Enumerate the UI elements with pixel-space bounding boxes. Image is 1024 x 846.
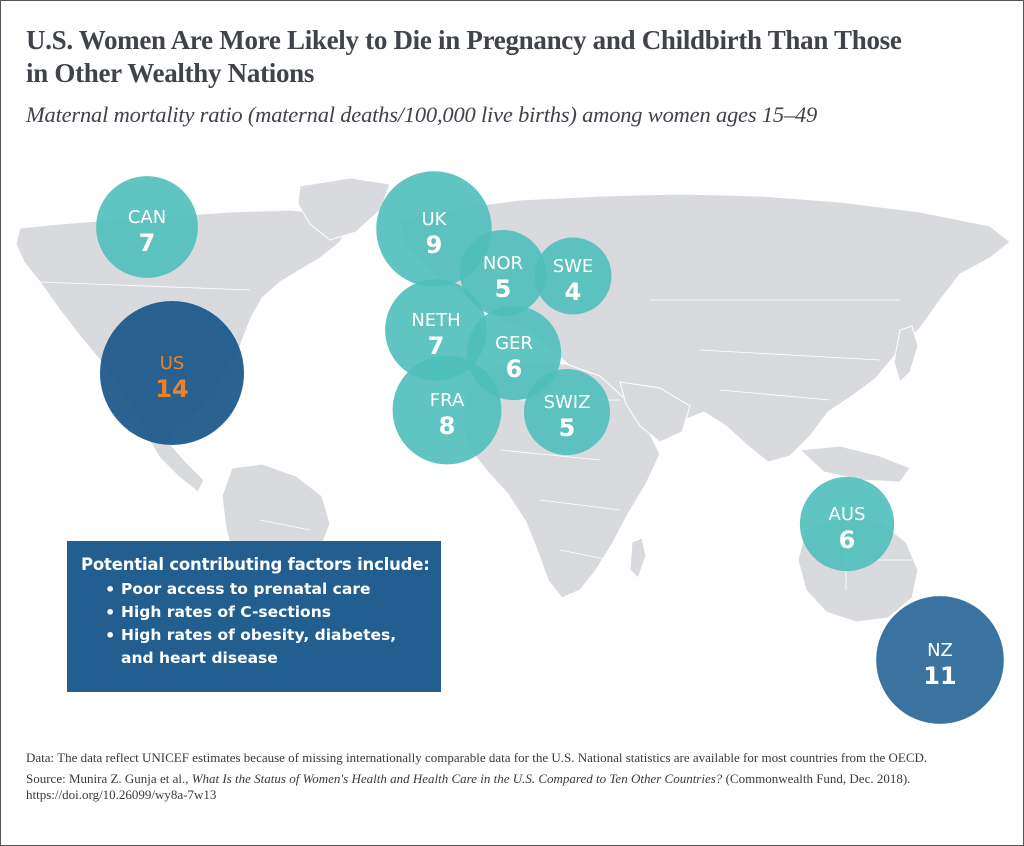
factors-heading: Potential contributing factors include: — [81, 555, 430, 574]
footnotes: Data: The data reflect UNICEF estimates … — [26, 750, 976, 808]
bubble-value-label: 4 — [565, 278, 582, 306]
bubble-country-label: AUS — [829, 504, 866, 525]
bubble-value-label: 8 — [439, 412, 456, 440]
bubble-value-label: 9 — [426, 231, 443, 259]
bubble-country-label: NZ — [927, 640, 953, 661]
land-africa — [461, 361, 661, 599]
bubble-value-label: 6 — [506, 355, 523, 383]
land-japan — [893, 325, 919, 383]
bubble-country-label: SWIZ — [544, 392, 591, 413]
land-arabia — [619, 381, 691, 443]
bubble-country-label: NOR — [483, 253, 523, 274]
bubble-circle — [799, 476, 895, 572]
bubble-country-label: GER — [495, 333, 533, 354]
bubble-circle — [466, 305, 562, 401]
bubble-circle — [523, 368, 611, 456]
source-prefix: Source: Munira Z. Gunja et al., — [26, 771, 192, 786]
factor-item-continuation: and heart disease — [121, 649, 278, 667]
source-note: Source: Munira Z. Gunja et al., What Is … — [26, 771, 976, 803]
chart-title: U.S. Women Are More Likely to Die in Pre… — [26, 25, 902, 88]
source-title: What Is the Status of Women's Health and… — [191, 771, 723, 786]
bubble-value-label: 11 — [923, 662, 956, 690]
bubble-value-label: 5 — [495, 275, 512, 303]
chart-subtitle: Maternal mortality ratio (maternal death… — [26, 102, 818, 127]
bubble-country-label: SWE — [553, 256, 594, 277]
factor-item-line: High rates of obesity, diabetes, — [121, 626, 397, 644]
bubble-value-label: 14 — [155, 375, 188, 403]
bubble-country-label: FRA — [430, 390, 465, 411]
bubble-circle — [392, 355, 502, 465]
bubble-circle — [534, 237, 612, 315]
bubble-country-label: NETH — [411, 310, 460, 331]
bubble-value-label: 6 — [839, 526, 856, 554]
data-note: Data: The data reflect UNICEF estimates … — [26, 750, 928, 765]
factor-item: High rates of C-sections — [105, 601, 441, 624]
contributing-factors-box: Potential contributing factors include: … — [67, 541, 441, 692]
bubble-circle — [385, 279, 487, 381]
bubble-country-label: UK — [422, 209, 448, 230]
bubble-country-label: CAN — [128, 207, 166, 228]
bubble-circle — [100, 301, 244, 445]
land-greenland — [297, 177, 391, 241]
land-southeast-asia — [798, 445, 911, 483]
bubble-value-label: 7 — [428, 332, 445, 360]
bubble-circle — [459, 229, 547, 317]
source-suffix: (Commonwealth Fund, Dec. 2018). https://… — [26, 771, 911, 802]
factors-list: Poor access to prenatal care High rates … — [81, 578, 441, 670]
land-madagascar — [629, 537, 647, 579]
factor-item: Poor access to prenatal care — [105, 578, 441, 601]
bubble-country-label: US — [160, 353, 185, 374]
bubble-circle — [876, 596, 1004, 724]
bubble-circle — [96, 176, 198, 278]
bubble-value-label: 7 — [139, 229, 156, 257]
factor-item: High rates of obesity, diabetes, and hea… — [105, 624, 441, 670]
bubble-value-label: 5 — [559, 414, 576, 442]
